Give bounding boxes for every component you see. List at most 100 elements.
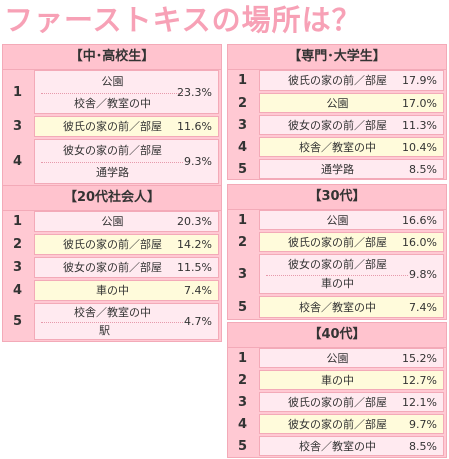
ranking-row: 2 彼氏の家の前／部屋 14.2% [3,233,221,256]
rank-number: 1 [238,212,248,228]
place-label: 車の中 [321,277,354,290]
place-label: 彼氏の家の前／部屋 [288,396,387,409]
divider [41,162,183,163]
percentage: 12.1% [402,396,437,409]
ranking-row: 5 校舎／教室の中 8.5% [228,435,446,457]
ranking-row: 3 彼氏の家の前／部屋 12.1% [228,391,446,413]
ranking-row: 4 校舎／教室の中 10.4% [228,136,446,158]
place-label: 校舎／教室の中 [299,301,376,314]
place-label: 彼女の家の前／部屋 [288,119,387,132]
ranking-cell: 彼女の家の前／部屋 9.7% [259,414,444,434]
percentage: 10.4% [402,141,437,154]
rank-number: 4 [13,283,23,298]
ranking-cell: 校舎／教室の中 8.5% [259,436,444,456]
percentage: 9.8% [409,268,437,281]
place-label: 通学路 [96,166,129,179]
place-label: 公園 [101,75,124,88]
percentage: 9.7% [409,418,437,431]
ranking-cell: 彼氏の家の前／部屋 17.9% [259,70,444,91]
rank-number: 2 [238,234,248,250]
panel-college-students: 【専門･大学生】 1 彼氏の家の前／部屋 17.9% 2 公園 17.0% 3 … [227,44,447,180]
ranking-cell: 校舎／教室の中 7.4% [259,296,444,318]
ranking-row: 3 彼女の家の前／部屋 車の中 9.8% [228,253,446,295]
ranking-cell: 車の中 7.4% [34,280,219,301]
rank-number: 4 [238,416,248,432]
place-label: 彼氏の家の前／部屋 [63,120,162,133]
ranking-row: 4 彼女の家の前／部屋 9.7% [228,413,446,435]
place-label: 公園 [326,352,349,365]
ranking-row: 1 公園 20.3% [3,210,221,233]
ranking-row: 4 車の中 7.4% [3,279,221,302]
panel-header: 【中･高校生】 [3,45,221,70]
place-label: 彼女の家の前／部屋 [288,258,387,271]
percentage: 15.2% [402,352,437,365]
ranking-cell: 校舎／教室の中 駅 4.7% [34,303,219,340]
place-label: 彼女の家の前／部屋 [63,261,162,274]
rank-number: 3 [238,266,248,282]
percentage: 8.5% [409,440,437,453]
ranking-row: 2 車の中 12.7% [228,369,446,391]
percentage: 9.3% [184,155,212,168]
rank-number: 5 [238,438,248,454]
panel-20s-workers: 【20代社会人】 1 公園 20.3% 2 彼氏の家の前／部屋 14.2% 3 … [2,185,222,342]
rank-number: 2 [238,95,248,111]
place-label: 彼氏の家の前／部屋 [288,74,387,87]
place-label: 彼氏の家の前／部屋 [63,238,162,251]
ranking-row: 3 彼女の家の前／部屋 11.3% [228,114,446,136]
panel-header: 【30代】 [228,185,446,210]
percentage: 17.0% [402,97,437,110]
rank-number: 2 [13,237,23,252]
ranking-cell: 彼氏の家の前／部屋 12.1% [259,392,444,412]
place-label: 彼氏の家の前／部屋 [288,236,387,249]
divider [41,93,183,94]
ranking-cell: 校舎／教室の中 10.4% [259,137,444,157]
panel-30s: 【30代】 1 公園 16.6% 2 彼氏の家の前／部屋 16.0% 3 彼女の… [227,184,447,320]
place-label: 彼女の家の前／部屋 [288,418,387,431]
ranking-row: 1 彼氏の家の前／部屋 17.9% [228,69,446,92]
page-title: ファーストキスの場所は？ [4,3,362,37]
place-label: 公園 [326,97,349,110]
ranking-cell: 車の中 12.7% [259,370,444,390]
rank-number: 1 [238,73,248,88]
panel-header: 【専門･大学生】 [228,45,446,70]
panel-junior-high-school: 【中･高校生】 1 公園 校舎／教室の中 23.3% 3 彼氏の家の前／部屋 1… [2,44,222,186]
ranking-row: 5 校舎／教室の中 7.4% [228,295,446,319]
rank-number: 3 [238,394,248,410]
rank-number: 1 [13,214,23,229]
ranking-cell: 彼女の家の前／部屋 11.5% [34,257,219,278]
rank-number: 2 [238,372,248,388]
divider [266,275,408,276]
percentage: 17.9% [402,74,437,87]
place-label: 校舎／教室の中 [299,141,376,154]
panel-40s: 【40代】 1 公園 15.2% 2 車の中 12.7% 3 彼氏の家の前／部屋… [227,322,447,458]
rank-number: 1 [238,350,248,366]
place-label: 公園 [326,214,349,227]
place-label: 車の中 [321,374,354,387]
ranking-cell: 彼女の家の前／部屋 11.3% [259,115,444,135]
ranking-row: 4 彼女の家の前／部屋 通学路 9.3% [3,138,221,185]
percentage: 11.3% [402,119,437,132]
rank-number: 5 [13,314,23,329]
percentage: 23.3% [177,86,212,99]
ranking-row: 2 公園 17.0% [228,92,446,114]
place-label: 公園 [101,215,124,228]
percentage: 16.6% [402,214,437,227]
panel-header: 【20代社会人】 [3,186,221,211]
percentage: 8.5% [409,163,437,176]
percentage: 20.3% [177,215,212,228]
divider [41,322,183,323]
ranking-cell: 彼氏の家の前／部屋 14.2% [34,234,219,255]
ranking-cell: 彼氏の家の前／部屋 16.0% [259,232,444,252]
percentage: 7.4% [184,284,212,297]
ranking-cell: 公園 校舎／教室の中 23.3% [34,70,219,114]
ranking-cell: 彼氏の家の前／部屋 11.6% [34,116,219,137]
rank-number: 3 [13,260,23,275]
ranking-row: 5 通学路 8.5% [228,158,446,180]
place-label: 彼女の家の前／部屋 [63,144,162,157]
ranking-cell: 公園 16.6% [259,210,444,230]
percentage: 14.2% [177,238,212,251]
ranking-cell: 公園 17.0% [259,93,444,113]
ranking-row: 3 彼氏の家の前／部屋 11.6% [3,115,221,138]
ranking-row: 1 公園 15.2% [228,347,446,369]
ranking-cell: 彼女の家の前／部屋 車の中 9.8% [259,254,444,294]
